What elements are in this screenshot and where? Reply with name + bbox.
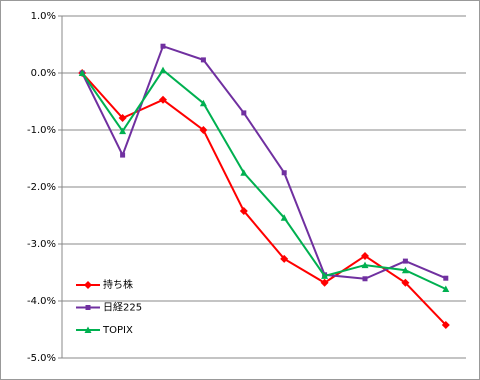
marker (442, 285, 450, 293)
series-line (81, 68, 447, 290)
marker (159, 95, 167, 104)
y-tick-label: -5.0% (27, 353, 56, 364)
marker (441, 320, 450, 329)
y-tick-label: 0.0% (31, 68, 56, 79)
marker (401, 266, 409, 274)
y-tick-label: -2.0% (27, 182, 56, 193)
legend-marker (85, 305, 91, 310)
legend-marker (84, 281, 92, 289)
marker (119, 127, 127, 135)
marker (199, 99, 207, 107)
marker (159, 66, 167, 74)
marker (160, 43, 166, 49)
marker (240, 169, 248, 176)
marker (280, 214, 288, 221)
marker (321, 272, 329, 279)
marker (78, 69, 86, 76)
marker (280, 254, 289, 263)
marker (443, 275, 449, 281)
marker (402, 258, 408, 264)
y-tick-label: -4.0% (27, 296, 56, 307)
marker (401, 278, 410, 287)
marker (239, 206, 248, 215)
legend-label: 持ち株 (103, 278, 133, 291)
marker (361, 261, 369, 269)
y-tick-label: -1.0% (27, 125, 56, 136)
marker (200, 57, 206, 63)
marker (320, 278, 329, 287)
legend-marker (84, 326, 92, 333)
marker (241, 110, 247, 116)
y-tick-label: -3.0% (27, 239, 56, 250)
marker (199, 126, 208, 134)
marker (362, 276, 368, 282)
y-tick-label: 1.0% (31, 11, 56, 22)
marker (118, 114, 127, 123)
marker (120, 152, 126, 158)
legend-label: 日経225 (103, 301, 142, 314)
marker (361, 251, 369, 260)
legend-label: TOPIX (102, 325, 133, 336)
marker (281, 170, 287, 176)
